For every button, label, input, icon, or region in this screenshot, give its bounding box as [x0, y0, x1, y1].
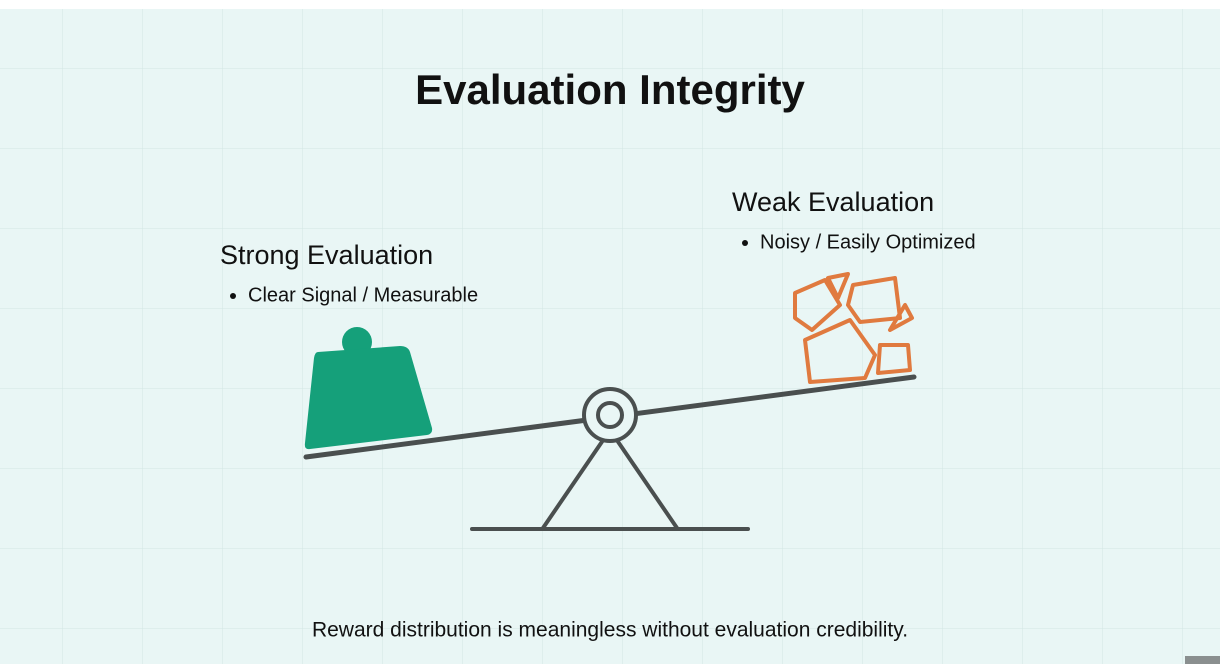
left-heading: Strong Evaluation — [220, 240, 433, 270]
title: Evaluation Integrity — [415, 66, 805, 113]
corner-tab — [1185, 656, 1220, 664]
footer: Reward distribution is meaningless witho… — [312, 619, 908, 642]
left-bullet: Clear Signal / Measurable — [248, 284, 478, 306]
right-heading: Weak Evaluation — [732, 187, 934, 217]
broken-block — [793, 272, 914, 384]
grid — [0, 9, 1220, 664]
bullet-dot — [742, 240, 748, 246]
right-bullet: Noisy / Easily Optimized — [760, 231, 976, 253]
weight — [304, 327, 433, 450]
seesaw — [303, 374, 917, 531]
bullet-dot — [230, 293, 236, 299]
